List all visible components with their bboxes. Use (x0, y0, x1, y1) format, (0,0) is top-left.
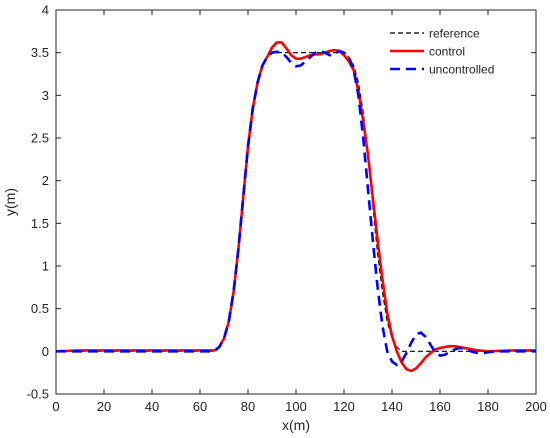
legend: reference control uncontrolled (390, 27, 494, 77)
x-tick-label: 180 (477, 399, 499, 414)
x-axis-label: x(m) (282, 417, 310, 433)
x-tick-label: 160 (429, 399, 451, 414)
y-tick-label: 2 (42, 173, 49, 188)
x-tick-label: 80 (241, 399, 255, 414)
x-tick-label: 200 (525, 399, 547, 414)
x-tick-label: 100 (285, 399, 307, 414)
x-tick-label: 60 (193, 399, 207, 414)
y-tick-label: 0 (42, 344, 49, 359)
y-tick-label: 4 (42, 3, 49, 18)
y-tick-label: 2.5 (31, 131, 49, 146)
x-tick-label: 0 (52, 399, 59, 414)
legend-label-reference: reference (429, 27, 480, 41)
legend-label-uncontrolled: uncontrolled (429, 63, 494, 77)
series-line-uncontrolled (56, 49, 536, 367)
x-tick-label: 40 (145, 399, 159, 414)
y-tick-label: -0.5 (27, 387, 49, 402)
x-tick-label: 140 (381, 399, 403, 414)
y-axis-label: y(m) (2, 188, 18, 216)
plot-area (56, 41, 536, 373)
y-tick-label: 3 (42, 88, 49, 103)
y-tick-label: 1 (42, 259, 49, 274)
x-tick-label: 20 (97, 399, 111, 414)
legend-label-control: control (429, 45, 465, 59)
y-tick-label: 3.5 (31, 45, 49, 60)
ticks: 0 20 40 60 80 100 120 140 160 180 200-0.500.511.52… (27, 3, 547, 415)
y-tick-label: 0.5 (31, 301, 49, 316)
y-tick-label: 1.5 (31, 216, 49, 231)
x-tick-label: 120 (333, 399, 355, 414)
